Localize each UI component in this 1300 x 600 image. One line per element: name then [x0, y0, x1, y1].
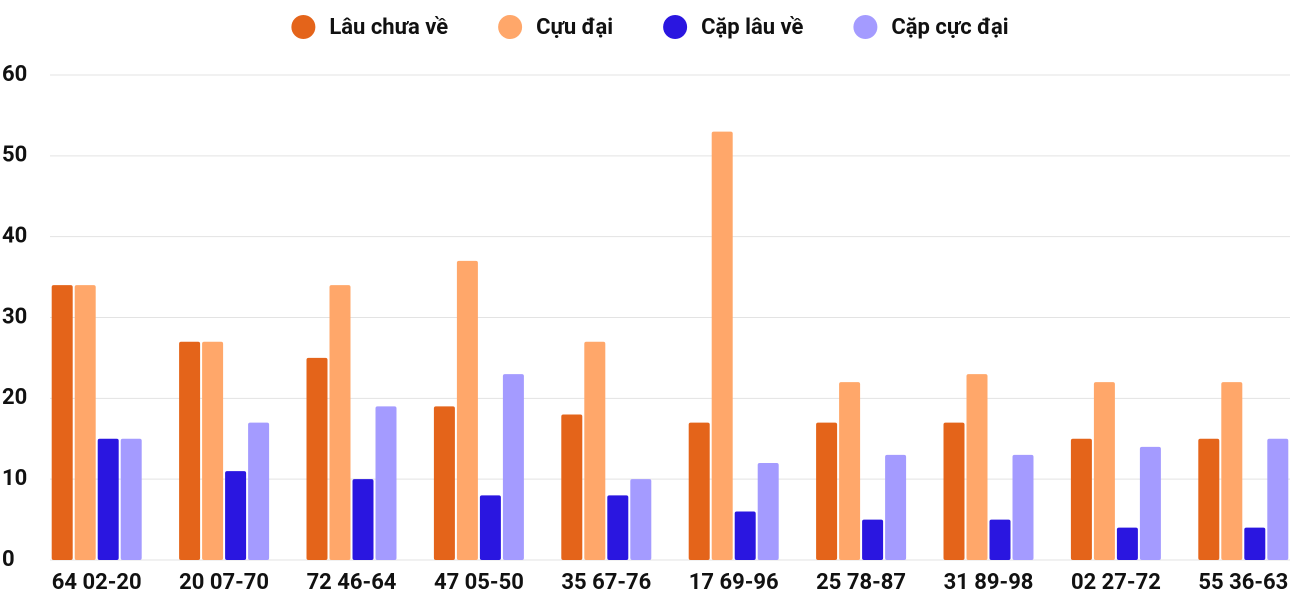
bar — [329, 285, 351, 560]
bar — [225, 471, 247, 560]
bar — [1093, 382, 1115, 560]
y-tick-label: 10 — [2, 466, 27, 491]
y-tick-label: 50 — [2, 143, 27, 168]
legend-marker — [853, 15, 878, 39]
bar — [306, 357, 328, 560]
x-tick-label: 47 05-50 — [434, 570, 524, 595]
y-tick-label: 0 — [2, 547, 15, 572]
bar — [711, 131, 733, 561]
legend-marker — [663, 15, 688, 39]
x-tick-label: 35 67-76 — [561, 570, 651, 595]
bar — [561, 414, 583, 560]
x-tick-label: 25 78-87 — [816, 570, 906, 595]
bar — [179, 341, 201, 560]
bar — [502, 374, 524, 560]
legend-label: Cựu đại — [536, 15, 613, 40]
bar — [943, 422, 965, 560]
legend-marker — [498, 15, 523, 39]
bar — [839, 382, 861, 560]
bar — [1221, 382, 1243, 560]
bar — [1139, 446, 1161, 560]
bar — [966, 374, 988, 560]
x-tick-label: 31 89-98 — [944, 570, 1034, 595]
bar — [584, 341, 606, 560]
x-tick-label: 72 46-64 — [307, 570, 397, 595]
y-tick-label: 40 — [2, 223, 27, 248]
y-tick-label: 20 — [2, 385, 27, 410]
legend-label: Lâu chưa về — [329, 15, 448, 40]
legend-label: Cặp cực đại — [891, 15, 1008, 40]
bar — [862, 519, 884, 560]
bar — [97, 438, 119, 560]
bar — [74, 285, 96, 560]
x-tick-label: 55 36-63 — [1198, 570, 1288, 595]
bar — [607, 495, 629, 560]
bar — [1012, 454, 1034, 560]
x-tick-label: 64 02-20 — [52, 570, 142, 595]
bar — [1244, 527, 1266, 560]
bar — [433, 406, 455, 560]
x-tick-label: 20 07-70 — [179, 570, 269, 595]
bar — [630, 479, 652, 560]
y-tick-label: 30 — [2, 304, 27, 329]
y-tick-label: 60 — [2, 62, 27, 87]
bar — [1267, 438, 1289, 560]
bar — [757, 463, 779, 560]
bar — [352, 479, 374, 560]
bar — [456, 260, 478, 560]
bar — [989, 519, 1011, 560]
bar — [248, 422, 270, 560]
bar — [1198, 438, 1220, 560]
bar — [885, 454, 907, 560]
bar — [51, 285, 73, 560]
x-tick-label: 17 69-96 — [689, 570, 779, 595]
bar — [479, 495, 501, 560]
legend-marker — [291, 15, 316, 39]
bar — [120, 438, 142, 560]
bar — [816, 422, 838, 560]
bar — [1116, 527, 1138, 560]
bar — [375, 406, 397, 560]
bar — [1070, 438, 1092, 560]
legend-label: Cặp lâu về — [701, 15, 803, 40]
bar — [202, 341, 224, 560]
bar — [734, 511, 756, 560]
x-tick-label: 02 27-72 — [1071, 570, 1161, 595]
bar — [688, 422, 710, 560]
